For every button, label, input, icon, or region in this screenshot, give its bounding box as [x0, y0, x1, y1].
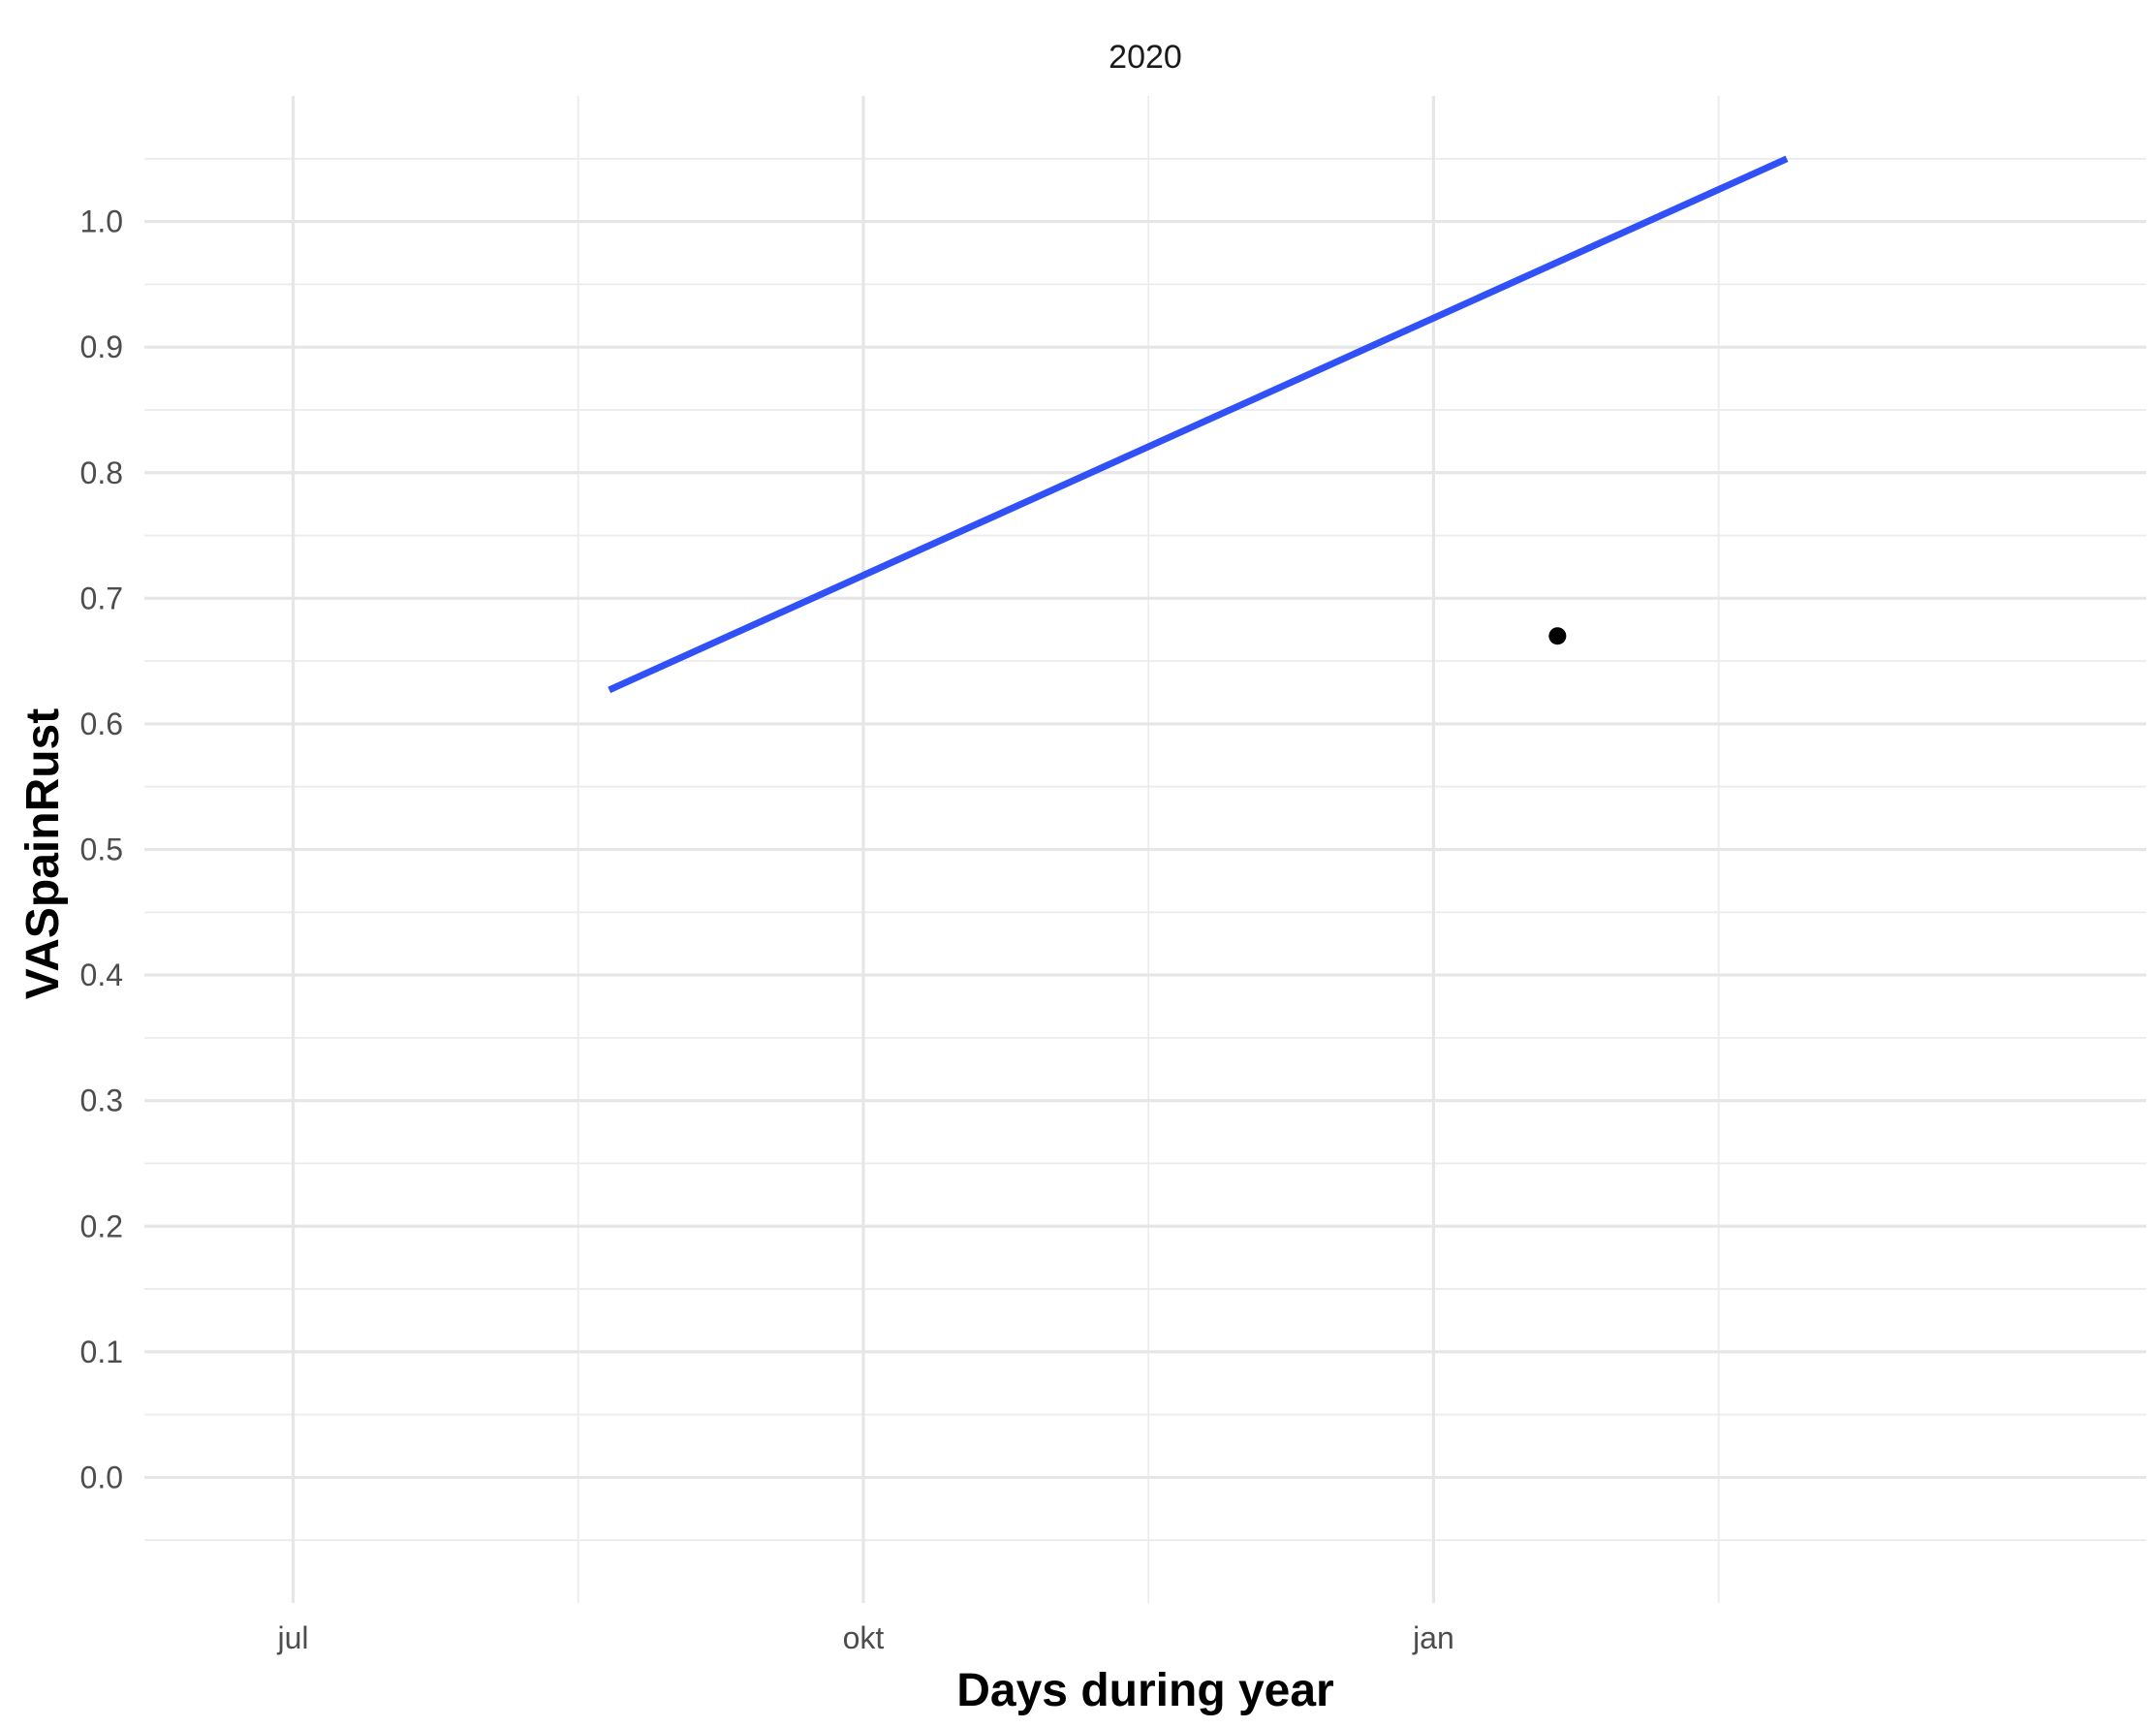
y-tick-label: 0.5	[80, 833, 123, 867]
y-tick-label: 0.4	[80, 958, 123, 992]
x-axis-title: Days during year	[956, 1665, 1333, 1716]
x-tick-label: jul	[277, 1620, 309, 1655]
y-tick-label: 0.3	[80, 1084, 123, 1118]
y-tick-label: 0.6	[80, 707, 123, 741]
x-tick-label: jan	[1412, 1620, 1454, 1655]
y-tick-label: 0.9	[80, 330, 123, 364]
y-tick-label: 0.0	[80, 1460, 123, 1494]
y-tick-label: 0.7	[80, 581, 123, 615]
y-axis-title: VASpainRust	[17, 708, 69, 999]
data-marks	[608, 155, 1789, 694]
y-axis-tick-labels: 0.0 0.1 0.2 0.3 0.4 0.5 0.6 0.7 0.8 0.9 1.0	[80, 204, 123, 1495]
x-axis-tick-labels: jul okt jan	[277, 1620, 1454, 1655]
y-tick-label: 0.8	[80, 456, 123, 490]
x-tick-label: okt	[843, 1620, 885, 1655]
data-point	[1548, 627, 1567, 645]
y-tick-label: 1.0	[80, 204, 123, 239]
y-tick-label: 0.2	[80, 1209, 123, 1243]
trend-line	[608, 155, 1789, 694]
facet-strip-label: 2020	[1109, 39, 1182, 76]
y-tick-label: 0.1	[80, 1335, 123, 1369]
major-gridlines	[144, 96, 2146, 1603]
